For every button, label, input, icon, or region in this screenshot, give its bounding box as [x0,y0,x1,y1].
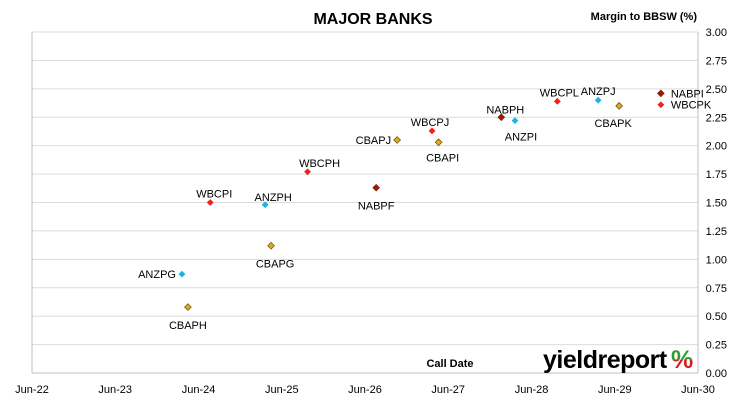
y-tick-label: 0.75 [706,283,727,295]
point-anzph [261,201,269,209]
point-wbcph [304,168,311,176]
grid-lines [32,31,698,346]
point-label-cbapg: CBAPG [256,259,295,271]
y-tick-label: 0.25 [706,340,727,352]
y-tick-label: 1.75 [706,169,727,181]
y-tick-label: 1.50 [706,198,727,210]
chart-title: MAJOR BANKS [313,11,432,28]
data-points [178,89,665,311]
x-tick-label: Jun-28 [515,384,549,396]
point-wbcpl [553,97,561,105]
point-label-cbapk: CBAPK [594,118,632,130]
x-tick-label: Jun-23 [98,384,132,396]
brand-symbol: % [671,346,693,374]
point-label-cbapj: CBAPJ [356,135,391,147]
x-tick-label: Jun-27 [431,384,465,396]
point-label-anzpi: ANZPI [505,132,537,144]
point-cbapk [615,102,623,110]
point-anzpj [594,96,602,104]
y-axis-label: Margin to BBSW (%) [591,11,698,23]
point-nabph [497,113,506,122]
y-tick-label: 3.00 [706,27,727,39]
point-label-cbapi: CBAPI [426,152,459,164]
x-tick-labels: Jun-22 Jun-23 Jun-24 Jun-25 Jun-26 Jun-27 Jun-… [15,384,715,396]
axes [31,32,699,374]
y-tick-label: 2.00 [706,141,727,153]
point-wbcpi [206,199,214,206]
yieldreport-logo: yieldreport % [543,346,693,374]
y-tick-label: 1.00 [706,254,727,266]
point-label-anzpj: ANZPJ [581,86,616,98]
y-tick-label: 2.50 [706,84,727,96]
point-label-wbcpk: WBCPK [671,100,712,112]
point-label-wbcpi: WBCPI [196,189,232,201]
x-tick-label: Jun-24 [182,384,216,396]
y-tick-label: 2.25 [706,112,727,124]
point-anzpi [511,117,519,125]
point-cbaph [184,303,192,311]
point-nabpf [372,183,380,192]
point-label-wbcpl: WBCPL [540,87,579,99]
y-tick-label: 2.75 [706,55,727,67]
x-tick-label: Jun-29 [598,384,632,396]
point-label-cbaph: CBAPH [169,320,207,332]
x-tick-label: Jun-26 [348,384,382,396]
point-wbcpj [428,127,436,135]
x-tick-label: Jun-22 [15,384,49,396]
point-label-wbcpj: WBCPJ [411,117,450,129]
point-label-nabph: NABPH [486,104,524,116]
point-label-anzph: ANZPH [255,192,292,204]
point-label-nabpi: NABPI [671,88,704,100]
point-label-nabpf: NABPF [358,201,395,213]
point-label-anzpg: ANZPG [138,269,176,281]
point-wbcpk [657,101,665,109]
y-tick-labels: 0.00 0.25 0.50 0.75 1.00 1.25 1.50 1.75 2.00 2.25… [706,27,727,380]
point-cbapj [393,136,401,144]
y-tick-label: 0.00 [706,368,727,380]
data-labels: ANZPG ANZPH ANZPI ANZPJ CBAPH CBAPG CBAPJ CBAPI… [138,86,712,332]
y-tick-label: 0.50 [706,311,727,323]
point-cbapg [267,241,275,250]
y-tick-label: 1.25 [706,226,727,238]
point-anzpg [178,270,186,278]
point-cbapi [434,138,443,147]
x-tick-label: Jun-25 [265,384,299,396]
point-nabpi [657,89,665,98]
x-axis-label: Call Date [426,358,473,370]
x-tick-label: Jun-30 [681,384,715,396]
point-label-wbcph: WBCPH [299,158,340,170]
brand-name: yieldreport [543,346,668,374]
